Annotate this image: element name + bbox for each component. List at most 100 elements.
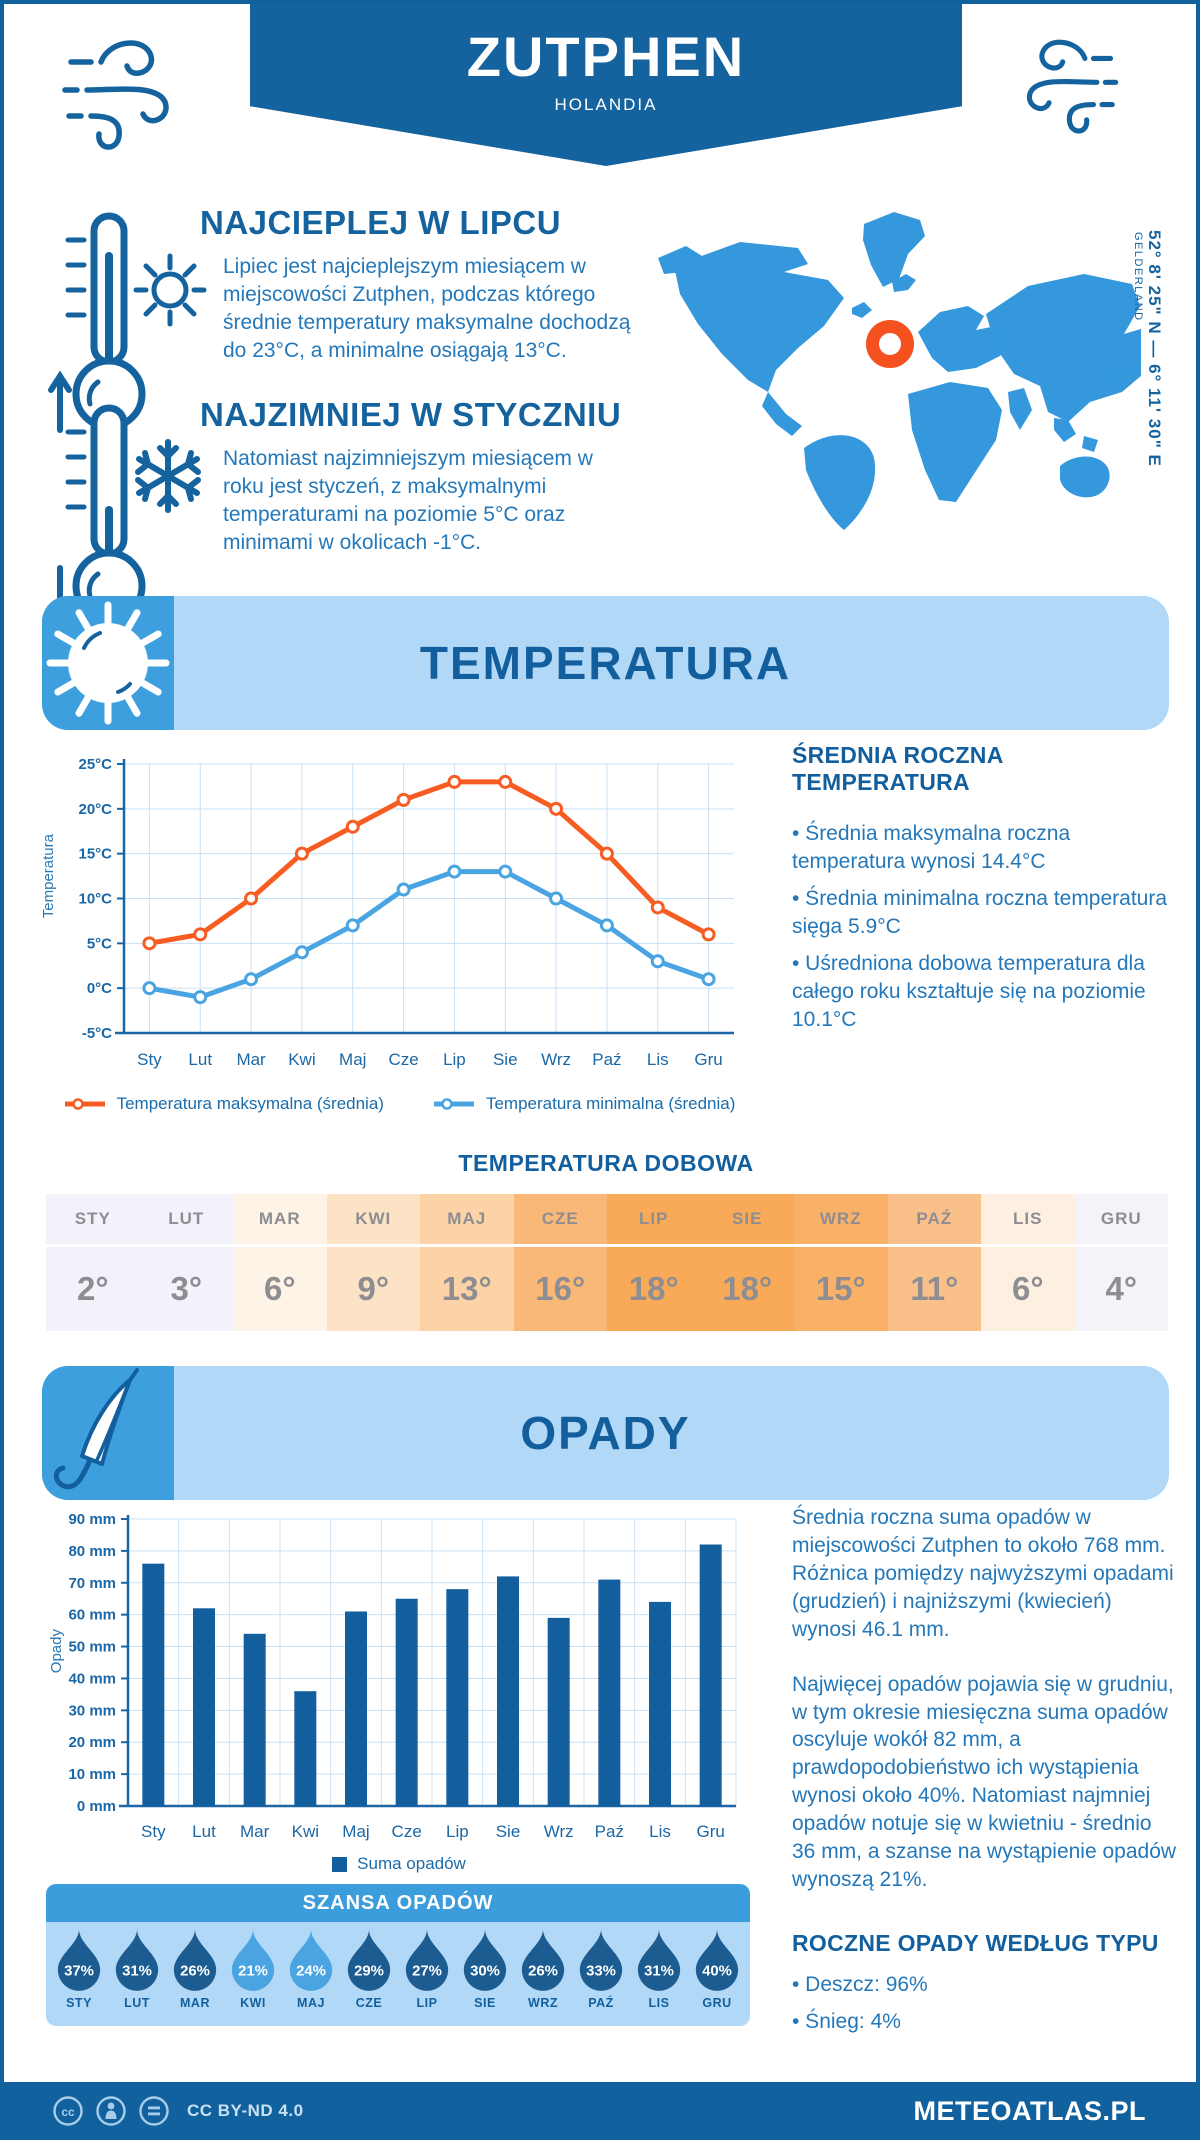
annual-temperature-panel: ŚREDNIA ROCZNA TEMPERATURA • Średnia mak… bbox=[792, 742, 1176, 1042]
daily-temperature-table: STY 2° LUT 3° MAR 6° KWI 9° MAJ 13° CZE 16° LI… bbox=[46, 1194, 1168, 1331]
precipitation-banner-title: OPADY bbox=[520, 1407, 691, 1459]
bullet-item: • Średnia maksymalna roczna temperatura … bbox=[792, 822, 1071, 873]
svg-text:Paź: Paź bbox=[595, 1822, 624, 1841]
snowflake-icon bbox=[135, 439, 201, 513]
daily-temp-value: 15° bbox=[815, 1270, 866, 1307]
precipitation-text-panel: Średnia roczna suma opadów w miejscowośc… bbox=[792, 1504, 1179, 2045]
svg-text:Gru: Gru bbox=[694, 1050, 722, 1069]
svg-text:0°C: 0°C bbox=[87, 980, 112, 997]
rain-chance-item: 21% KWI bbox=[225, 1922, 281, 2010]
rain-chance-item: 27% LIP bbox=[399, 1922, 455, 2010]
rain-chance-month: LUT bbox=[124, 1996, 150, 2010]
raindrop-icon: 31% bbox=[637, 1929, 681, 1991]
rain-chance-item: 30% SIE bbox=[457, 1922, 513, 2010]
legend-swatch-min-icon bbox=[433, 1098, 474, 1110]
region-label: GELDERLAND bbox=[1132, 232, 1144, 322]
sun-badge-icon bbox=[46, 601, 170, 725]
cold-heading: NAJZIMNIEJ W STYCZNIU bbox=[200, 396, 622, 433]
rain-chance-item: 26% MAR bbox=[167, 1922, 223, 2010]
svg-text:10 mm: 10 mm bbox=[68, 1766, 116, 1783]
daily-temperature-heading: TEMPERATURA DOBOWA bbox=[458, 1150, 754, 1176]
svg-text:Sty: Sty bbox=[137, 1050, 162, 1069]
svg-text:Cze: Cze bbox=[392, 1822, 422, 1841]
rain-chance-value: 29% bbox=[354, 1962, 384, 1979]
svg-text:Lut: Lut bbox=[192, 1822, 216, 1841]
svg-text:Kwi: Kwi bbox=[292, 1822, 319, 1841]
rain-chance-item: 40% GRU bbox=[689, 1922, 745, 2010]
raindrop-icon: 30% bbox=[463, 1929, 507, 1991]
legend-item-max: Temperatura maksymalna (średnia) bbox=[63, 1094, 384, 1114]
rain-chance-value: 31% bbox=[122, 1962, 152, 1979]
license-text: CC BY-ND 4.0 bbox=[187, 2101, 304, 2120]
rain-chance-month: SIE bbox=[474, 1996, 496, 2010]
daily-month-label: CZE bbox=[513, 1194, 607, 1247]
legend-swatch-max-icon bbox=[64, 1098, 105, 1110]
raindrop-icon: 27% bbox=[405, 1929, 449, 1991]
rain-chance-month: KWI bbox=[240, 1996, 266, 2010]
daily-temp-value: 13° bbox=[441, 1270, 492, 1307]
daily-temp-value: 3° bbox=[170, 1270, 203, 1307]
coordinates-text: 52° 8' 25" N — 6° 11' 30" E bbox=[1145, 230, 1164, 467]
daily-temp-column: LIP 18° bbox=[607, 1194, 701, 1331]
legend-item-precip: Suma opadów bbox=[332, 1854, 466, 1874]
bullet-item: • Uśredniona dobowa temperatura dla całe… bbox=[792, 951, 1146, 1031]
raindrop-icon: 33% bbox=[579, 1929, 623, 1991]
daily-month-label: LIP bbox=[607, 1194, 701, 1247]
rain-chance-row: 37% STY 31% LUT 26% MAR 21% KWI 24% MAJ … bbox=[46, 1922, 750, 2026]
rain-chance-value: 26% bbox=[528, 1962, 558, 1979]
temperature-banner-title: TEMPERATURA bbox=[419, 637, 792, 689]
rain-chance-month: GRU bbox=[702, 1996, 732, 2010]
precipitation-bar-chart: 0 mm 10 mm 20 mm 30 mm 40 mm 50 mm 60 mm… bbox=[68, 1511, 737, 1841]
rain-chance-value: 26% bbox=[180, 1962, 210, 1979]
daily-month-label: MAJ bbox=[420, 1194, 514, 1247]
warm-text: Lipiec jest najcieplejszym miesiącem w m… bbox=[223, 255, 631, 362]
svg-text:Sie: Sie bbox=[496, 1822, 521, 1841]
daily-temp-value: 6° bbox=[1011, 1270, 1044, 1307]
footer-license-group: cc CC BY-ND 4.0 bbox=[52, 2095, 304, 2127]
legend-label-precip: Suma opadów bbox=[357, 1854, 466, 1873]
temp-chart-legend: Temperatura maksymalna (średnia) Tempera… bbox=[54, 1094, 744, 1114]
daily-month-label: LUT bbox=[139, 1194, 233, 1247]
wind-icon-right bbox=[1026, 39, 1119, 134]
world-map bbox=[658, 212, 1141, 530]
daily-temp-column: PAŹ 11° bbox=[887, 1194, 981, 1331]
rain-chance-panel: SZANSA OPADÓW 37% STY 31% LUT 26% MAR 21… bbox=[46, 1884, 750, 2026]
temperature-badge bbox=[42, 596, 174, 730]
rain-chance-month: CZE bbox=[355, 1996, 383, 2010]
rain-chance-month: MAR bbox=[180, 1996, 210, 2010]
temperature-line-chart: -5°C 0°C 5°C 10°C 15°C 20°C 25°C Sty Lut Ma… bbox=[78, 756, 734, 1069]
svg-text:30 mm: 30 mm bbox=[68, 1702, 116, 1719]
raindrop-icon: 21% bbox=[231, 1929, 275, 1991]
rain-chance-value: 24% bbox=[296, 1962, 326, 1979]
daily-temp-column: CZE 16° bbox=[513, 1194, 607, 1331]
daily-month-label: STY bbox=[46, 1194, 140, 1247]
rain-chance-month: STY bbox=[66, 1996, 92, 2010]
precipitation-type-heading: ROCZNE OPADY WEDŁUG TYPU bbox=[792, 1929, 1159, 1956]
svg-text:Mar: Mar bbox=[240, 1822, 270, 1841]
svg-text:Gru: Gru bbox=[696, 1822, 724, 1841]
raindrop-icon: 26% bbox=[173, 1929, 217, 1991]
svg-text:Lis: Lis bbox=[647, 1050, 669, 1069]
rain-chance-heading: SZANSA OPADÓW bbox=[46, 1884, 750, 1922]
svg-text:50 mm: 50 mm bbox=[68, 1639, 116, 1656]
daily-temp-column: SIE 18° bbox=[700, 1194, 794, 1331]
temperature-banner: TEMPERATURA bbox=[42, 596, 1169, 730]
daily-temp-column: MAJ 13° bbox=[420, 1194, 514, 1331]
svg-text:Lis: Lis bbox=[649, 1822, 671, 1841]
wind-icon-left bbox=[62, 40, 169, 150]
rain-chance-value: 30% bbox=[470, 1962, 500, 1979]
rain-chance-month: LIS bbox=[648, 1996, 670, 2010]
rain-chance-item: 29% CZE bbox=[341, 1922, 397, 2010]
svg-text:Wrz: Wrz bbox=[544, 1822, 574, 1841]
daily-month-label: SIE bbox=[700, 1194, 794, 1247]
no-derivatives-icon bbox=[139, 2096, 169, 2126]
svg-text:Lut: Lut bbox=[188, 1050, 212, 1069]
bullet-item: • Średnia minimalna roczna temperatura s… bbox=[792, 886, 1168, 938]
coordinates-block: 52° 8' 25" N — 6° 11' 30" E GELDERLAND bbox=[1132, 230, 1164, 690]
rain-chance-month: LIP bbox=[416, 1996, 438, 2010]
svg-text:Wrz: Wrz bbox=[541, 1050, 571, 1069]
thermometer-hot-icon bbox=[48, 212, 146, 433]
annual-temperature-bullets: • Średnia maksymalna roczna temperatura … bbox=[792, 820, 1176, 1033]
daily-temp-value: 11° bbox=[910, 1270, 959, 1307]
daily-temp-value: 2° bbox=[76, 1270, 109, 1307]
